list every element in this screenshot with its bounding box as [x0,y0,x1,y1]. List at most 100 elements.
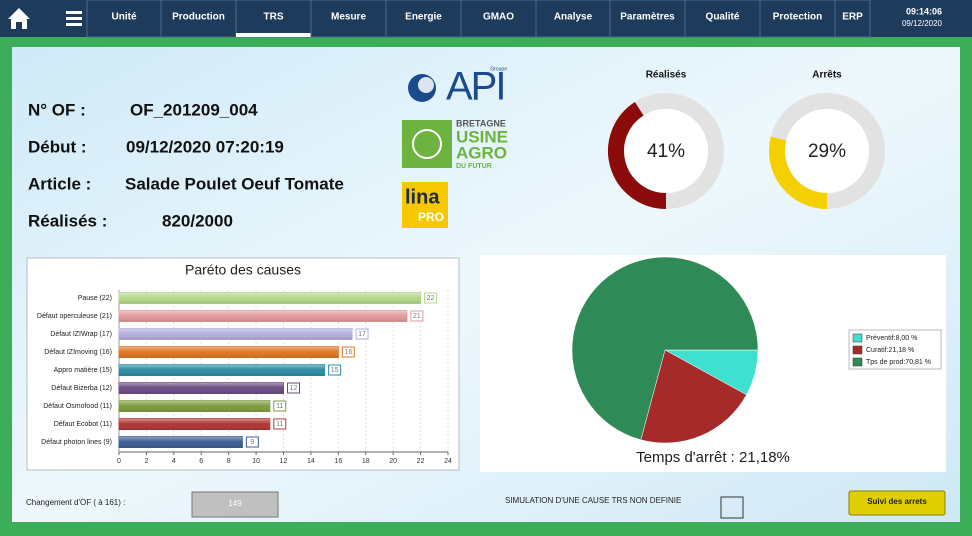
info-value: 820/2000 [162,211,233,230]
data-label-box [424,292,438,304]
nav-tab[interactable] [834,0,871,38]
nav-tab[interactable] [160,0,237,38]
legend-swatch [852,333,863,343]
nav-tab[interactable] [460,0,537,38]
legend-box [848,329,942,370]
y-tick-label: Défaut photon lines (9) [41,439,112,446]
y-tick-label: Défaut IZImoving (16) [44,349,112,356]
button-label[interactable]: Suivi des arrets [867,497,927,506]
logo-text: PRO [418,210,444,224]
bar-shine [119,382,284,394]
bar-shine [119,418,270,430]
bar-shine [119,400,270,412]
legend-swatch [852,357,863,367]
nav-tab[interactable] [759,0,836,38]
x-tick-label: 24 [444,458,452,465]
logo-text: DU FUTUR [456,163,492,170]
gauge-center [624,109,708,193]
nav-tab[interactable] [235,0,312,38]
change-box [191,491,279,518]
nav-label[interactable]: TRS [264,12,284,23]
simulation-checkbox[interactable] [720,496,744,519]
data-label-box [287,382,300,394]
x-tick-label: 4 [172,458,176,465]
data-label: 16 [344,349,352,356]
logo-lina: lina PRO [402,182,448,228]
nav-label[interactable]: Production [172,12,225,23]
x-tick-label: 14 [307,458,315,465]
logo-text: Groupe [490,66,507,72]
bar-shine [119,310,407,322]
logo-text: USINE [456,127,508,146]
change-value: 149 [228,499,242,508]
info-value: 09/12/2020 07:20:19 [126,137,284,156]
nav-label[interactable]: Qualité [706,12,740,23]
legend-label: Préventif:8,00 % [866,335,917,342]
data-label: 22 [427,295,435,302]
gauge-value: 29% [808,141,846,162]
gauge-arc [608,102,667,209]
y-tick-label: Défaut IZIWrap (17) [50,331,112,338]
data-label-box [355,328,369,340]
nav-tab[interactable] [86,0,162,38]
bar-shine [119,436,243,448]
y-tick-label: Pause (22) [78,295,112,302]
simulation-label: SIMULATION D'UNE CAUSE TRS NON DEFINIE [505,496,681,505]
y-tick-label: Défaut Bizerba (12) [51,385,112,392]
nav-label[interactable]: ERP [842,12,863,23]
logo-text: BRETAGNE [456,118,506,128]
x-tick-label: 10 [252,458,260,465]
nav-tab[interactable] [609,0,686,38]
info-label: Réalisés : [28,211,107,230]
nav-label[interactable]: Paramètres [620,12,675,23]
x-tick-label: 16 [334,458,342,465]
nav-label[interactable]: Mesure [331,12,366,23]
data-label-box [328,364,342,376]
nav-label[interactable]: Analyse [554,12,593,23]
nav-label[interactable]: Unité [112,12,137,23]
bar-shine [119,346,339,358]
nav-label[interactable]: Energie [405,12,442,23]
chart-title: Paréto des causes [185,262,301,278]
data-label: 11 [276,403,283,410]
x-tick-label: 18 [362,458,370,465]
home-button[interactable] [0,0,38,37]
data-label-box [245,436,259,448]
y-tick-label: Défaut Ecobot (11) [54,421,112,428]
y-tick-label: Défaut operculeuse (21) [37,313,112,320]
nav-tab[interactable] [385,0,462,38]
data-label: 15 [331,367,339,374]
info-label: Article : [28,174,91,193]
data-label-box [273,418,287,430]
info-label: N° OF : [28,100,86,119]
change-label: Changement d'OF ( à 161) : [26,498,125,507]
gauge-center [785,109,869,193]
x-tick-label: 22 [417,458,425,465]
legend-label: Curatif:21,18 % [866,347,914,354]
nav: Unité Production TRS Mesure Energie GMAO Analy… [86,0,871,38]
gauge-arc [769,136,828,209]
legend-label: Tps de prod:70,81 % [866,359,931,366]
logo-text: lina [405,186,440,208]
x-tick-label: 2 [144,458,148,465]
menu-button[interactable] [66,11,82,26]
logo-api: Groupe API [408,65,507,109]
chart-title: Temps d'arrêt : 21,18% [636,449,790,466]
data-label: 21 [413,313,421,320]
nav-label[interactable]: Protection [773,12,822,23]
gauge-value: 41% [647,141,685,162]
x-tick-label: 20 [389,458,397,465]
clock-date: 09/12/2020 [902,19,943,28]
nav-tab[interactable] [535,0,611,38]
button[interactable]: Suivi des arrets [848,490,946,516]
y-tick-label: Défaut Osmofood (11) [43,403,112,410]
gauge-title: Arrêts [812,70,842,81]
x-tick-label: 6 [199,458,203,465]
bar-shine [119,364,325,376]
data-label-box [273,400,287,412]
data-label: 11 [276,421,283,428]
nav-tab[interactable] [310,0,387,38]
nav-label[interactable]: GMAO [483,12,514,23]
